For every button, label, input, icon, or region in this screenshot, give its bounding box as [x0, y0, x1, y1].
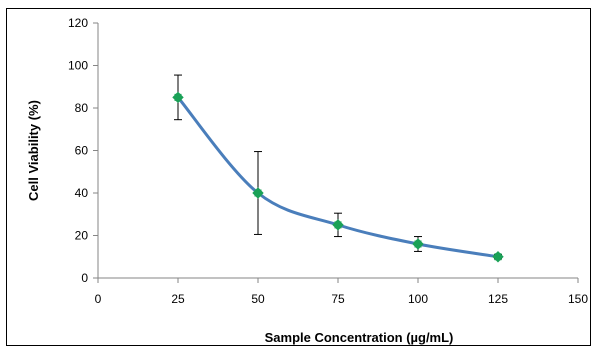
x-tick-label: 100 [408, 292, 428, 306]
y-tick-label: 20 [75, 229, 89, 243]
data-point-core [174, 93, 182, 101]
x-tick-label: 125 [488, 292, 508, 306]
x-axis: 0 25 50 75 100 125 150 [95, 277, 588, 306]
x-tick-label: 0 [95, 292, 102, 306]
x-tick-label: 50 [251, 292, 265, 306]
y-tick-label: 120 [68, 16, 88, 30]
chart-frame [6, 8, 591, 346]
data-point-core [494, 253, 502, 261]
x-tick-label: 150 [568, 292, 588, 306]
y-tick-label: 60 [75, 144, 89, 158]
y-tick-label: 80 [75, 101, 89, 115]
data-point-core [334, 221, 342, 229]
data-point-core [414, 240, 422, 248]
y-tick-label: 100 [68, 59, 88, 73]
y-axis: 0 20 40 60 80 100 120 [68, 16, 99, 285]
x-tick-label: 75 [331, 292, 345, 306]
y-tick-label: 0 [81, 271, 88, 285]
x-tick-label: 25 [171, 292, 185, 306]
data-point-core [254, 189, 262, 197]
x-axis-title: Sample Concentration (µg/mL) [265, 330, 454, 345]
y-tick-label: 40 [75, 186, 89, 200]
y-axis-title: Cell Viability (%) [26, 100, 41, 201]
series-layer [172, 74, 504, 263]
